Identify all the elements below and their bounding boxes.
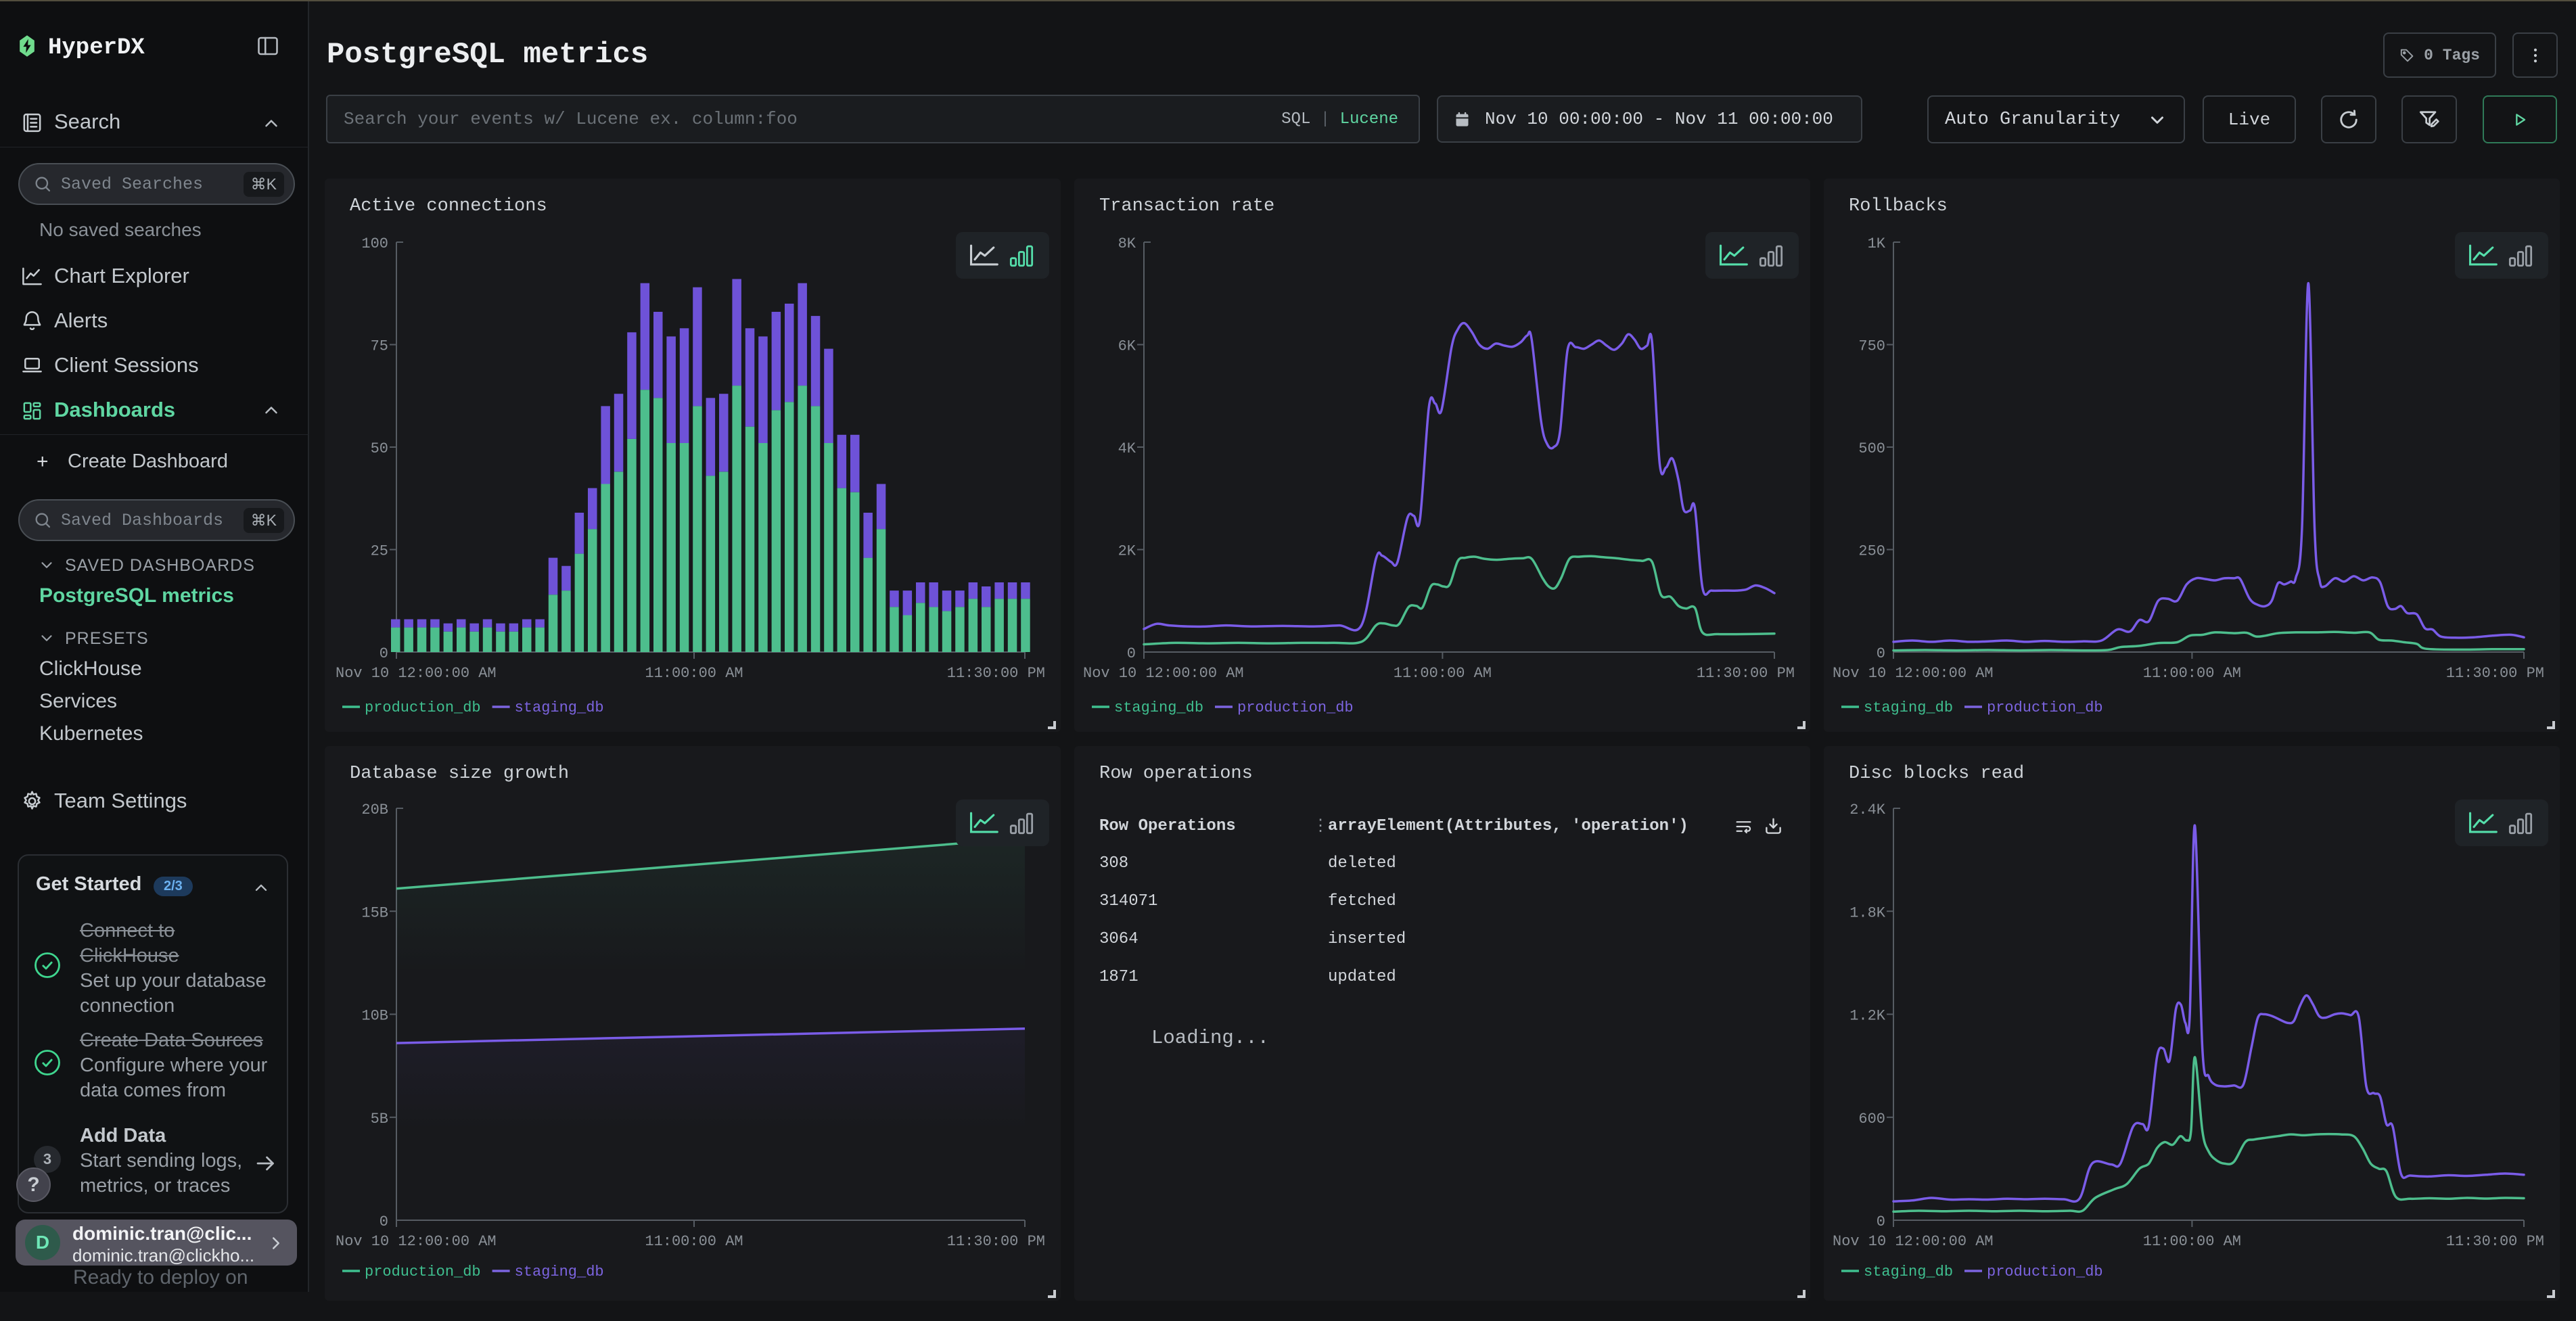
svg-text:1.8K: 1.8K: [1849, 904, 1886, 921]
svg-text:25: 25: [371, 543, 388, 560]
svg-text:11:00:00 AM: 11:00:00 AM: [2143, 1233, 2241, 1250]
svg-text:11:00:00 AM: 11:00:00 AM: [645, 665, 743, 682]
svg-text:Nov 10 12:00:00 AM: Nov 10 12:00:00 AM: [1833, 665, 1994, 682]
svg-text:Nov 10 12:00:00 AM: Nov 10 12:00:00 AM: [1833, 1233, 1994, 1250]
svg-text:11:30:00 PM: 11:30:00 PM: [947, 665, 1045, 682]
svg-text:0: 0: [380, 1213, 388, 1230]
svg-text:staging_db: staging_db: [1864, 1264, 1953, 1280]
svg-text:Nov 10 12:00:00 AM: Nov 10 12:00:00 AM: [336, 665, 497, 682]
svg-text:production_db: production_db: [1237, 699, 1354, 716]
svg-text:4K: 4K: [1118, 440, 1136, 457]
svg-text:staging_db: staging_db: [515, 1264, 604, 1280]
svg-text:11:30:00 PM: 11:30:00 PM: [2446, 1233, 2544, 1250]
svg-text:6K: 6K: [1118, 338, 1136, 355]
svg-text:Nov 10 12:00:00 AM: Nov 10 12:00:00 AM: [336, 1233, 497, 1250]
svg-text:production_db: production_db: [365, 1264, 481, 1280]
svg-text:5B: 5B: [371, 1111, 388, 1128]
svg-text:11:30:00 PM: 11:30:00 PM: [947, 1233, 1045, 1250]
svg-text:0: 0: [1877, 1213, 1885, 1230]
svg-text:600: 600: [1858, 1111, 1885, 1128]
svg-text:staging_db: staging_db: [1864, 699, 1953, 716]
svg-text:0: 0: [1127, 645, 1136, 662]
svg-text:2K: 2K: [1118, 543, 1136, 560]
svg-text:11:30:00 PM: 11:30:00 PM: [1697, 665, 1795, 682]
svg-text:Nov 10 12:00:00 AM: Nov 10 12:00:00 AM: [1083, 665, 1244, 682]
svg-text:750: 750: [1858, 338, 1885, 355]
svg-text:10B: 10B: [361, 1008, 388, 1025]
svg-text:1K: 1K: [1868, 235, 1886, 252]
svg-text:8K: 8K: [1118, 235, 1136, 252]
svg-text:15B: 15B: [361, 904, 388, 921]
svg-text:20B: 20B: [361, 802, 388, 818]
svg-text:11:00:00 AM: 11:00:00 AM: [2143, 665, 2241, 682]
svg-text:0: 0: [380, 645, 388, 662]
svg-text:production_db: production_db: [365, 699, 481, 716]
svg-text:1.2K: 1.2K: [1849, 1008, 1886, 1025]
svg-text:staging_db: staging_db: [1114, 699, 1203, 716]
svg-text:75: 75: [371, 338, 388, 355]
svg-text:production_db: production_db: [1987, 1264, 2103, 1280]
svg-text:11:30:00 PM: 11:30:00 PM: [2446, 665, 2544, 682]
svg-text:production_db: production_db: [1987, 699, 2103, 716]
svg-text:staging_db: staging_db: [515, 699, 604, 716]
svg-text:11:00:00 AM: 11:00:00 AM: [1394, 665, 1492, 682]
svg-text:0: 0: [1877, 645, 1885, 662]
svg-text:2.4K: 2.4K: [1849, 802, 1886, 818]
svg-text:50: 50: [371, 440, 388, 457]
svg-text:11:00:00 AM: 11:00:00 AM: [645, 1233, 743, 1250]
svg-text:250: 250: [1858, 543, 1885, 560]
svg-text:100: 100: [361, 235, 388, 252]
svg-text:500: 500: [1858, 440, 1885, 457]
